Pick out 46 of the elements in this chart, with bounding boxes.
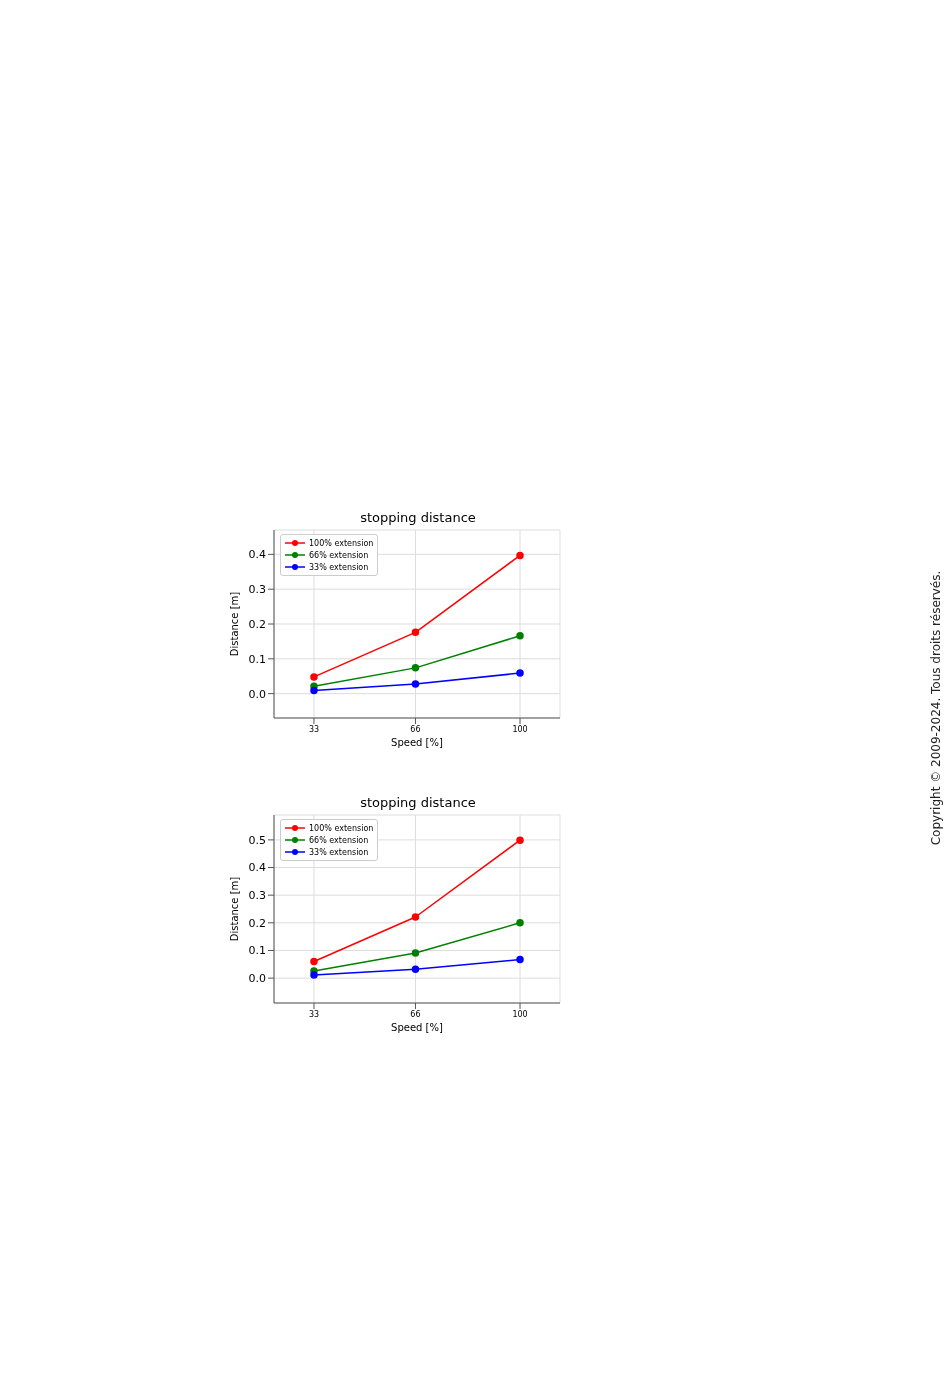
x-axis-title: Speed [%] [391, 1022, 444, 1033]
y-tick-label: 0.0 [248, 687, 266, 701]
legend-label: 100% extension [309, 823, 374, 833]
point [310, 971, 318, 979]
point [516, 836, 524, 844]
point [310, 957, 318, 966]
x-tick-label: 33 [308, 724, 320, 734]
y-tick-label: 0.1 [248, 944, 266, 958]
y-tick-label: 0.1 [248, 652, 266, 666]
y-tick-label: 0.4 [248, 861, 266, 875]
point [516, 955, 524, 964]
y-tick-label: 0.0 [248, 972, 266, 986]
point [516, 669, 524, 677]
legend-label: 33% extension [309, 562, 369, 572]
point [411, 680, 420, 688]
point [516, 551, 524, 560]
legend-label: 33% extension [309, 847, 369, 857]
text: Copyright © 2009-2024. Tous droits réservés. [929, 570, 943, 846]
legend-label: 66% extension [309, 835, 369, 845]
y-tick-label: 0.2 [248, 617, 266, 631]
chart-title: stopping distance [359, 795, 477, 811]
y-axis-title: Distance [m] [228, 591, 240, 657]
point [516, 919, 524, 927]
y-tick-label: 0.5 [248, 833, 266, 847]
point [411, 664, 420, 672]
x-axis-title: Speed [%] [391, 737, 444, 748]
x-tick-label: 100 [512, 1009, 528, 1019]
point [310, 673, 318, 681]
point [411, 965, 420, 974]
legend-label: 100% extension [309, 538, 374, 548]
chart-title: stopping distance [359, 510, 477, 526]
point [310, 686, 318, 695]
y-axis-title: Distance [m] [228, 876, 240, 942]
x-tick-label: 100 [512, 724, 528, 734]
point [411, 628, 420, 637]
point [411, 913, 420, 921]
y-tick-label: 0.2 [248, 916, 266, 930]
x-tick-label: 33 [308, 1009, 320, 1019]
x-tick-label: 66 [410, 1009, 421, 1019]
y-tick-label: 0.3 [248, 583, 266, 597]
y-tick-label: 0.3 [248, 889, 266, 903]
point [411, 949, 420, 957]
legend-label: 66% extension [309, 550, 369, 560]
y-tick-label: 0.4 [248, 548, 266, 562]
point [516, 632, 524, 640]
x-tick-label: 66 [410, 724, 421, 734]
